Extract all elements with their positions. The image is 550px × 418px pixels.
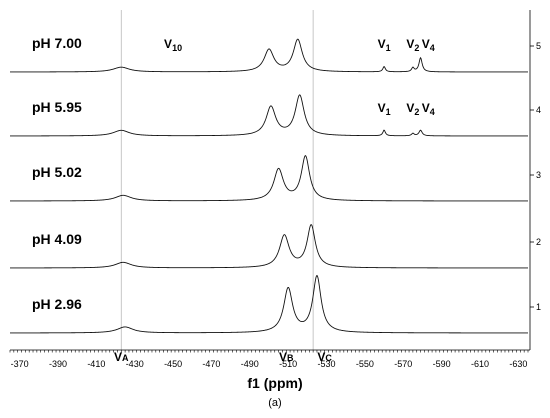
x-tick-label-3: -430 [126, 359, 144, 369]
peak-label-vb: VB [279, 350, 294, 364]
peak-label-v4-top: V4 [422, 37, 435, 53]
x-tick-label-13: -630 [509, 359, 527, 369]
ph-label-4: pH 5.95 [32, 99, 82, 115]
peak-label-v2-top: V2 [406, 37, 419, 53]
spectra-group [10, 38, 528, 334]
ph-label-2: pH 4.09 [32, 231, 82, 247]
x-tick-label-2: -410 [87, 359, 105, 369]
x-axis-label: f1 (ppm) [247, 375, 302, 391]
right-tick-label-4: 4 [536, 105, 541, 115]
x-axis: -370 -390 -410 -430 -450 -470 -490 -510 -530 -550… [9, 349, 530, 369]
peak-label-va: VA [114, 350, 129, 364]
spectrum-5 [10, 38, 528, 73]
right-tick-label-1: 1 [536, 302, 541, 312]
x-tick-label-10: -570 [394, 359, 412, 369]
x-tick-label-1: -390 [49, 359, 67, 369]
peak-label-vc: VC [317, 350, 332, 364]
spectrum-3 [10, 155, 528, 202]
x-tick-label-5: -470 [202, 359, 220, 369]
x-tick-label-0: -370 [11, 359, 29, 369]
spectrum-1 [10, 274, 528, 334]
ph-labels: pH 7.00 pH 5.95 pH 5.02 pH 4.09 pH 2.96 [32, 35, 82, 312]
x-tick-label-12: -610 [471, 359, 489, 369]
right-axis: 1 2 3 4 5 [529, 10, 541, 350]
peak-label-v1-top: V1 [378, 37, 391, 53]
peak-label-v2-mid: V2 [406, 101, 419, 117]
ph-label-5: pH 7.00 [32, 35, 82, 51]
ph-label-3: pH 5.02 [32, 164, 82, 180]
peak-label-v1-mid: V1 [378, 101, 391, 117]
peak-label-v10: V10 [164, 37, 182, 53]
spectrum-4 [10, 94, 528, 137]
right-tick-label-5: 5 [536, 41, 541, 51]
x-tick-label-7: -510 [279, 359, 297, 369]
peak-label-v4-mid: V4 [422, 101, 435, 117]
right-tick-label-2: 2 [536, 237, 541, 247]
figure-caption: (a) [268, 397, 281, 409]
x-tick-label-9: -550 [356, 359, 374, 369]
right-tick-label-3: 3 [536, 170, 541, 180]
ph-label-1: pH 2.96 [32, 296, 82, 312]
x-tick-label-4: -450 [164, 359, 182, 369]
x-tick-label-8: -530 [318, 359, 336, 369]
x-tick-label-11: -590 [433, 359, 451, 369]
x-tick-label-6: -490 [241, 359, 259, 369]
spectrum-2 [10, 224, 528, 269]
reference-lines [120, 10, 314, 350]
